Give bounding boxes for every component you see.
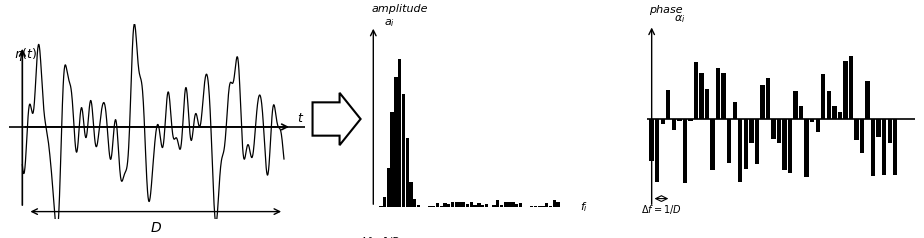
Bar [413, 199, 417, 207]
Bar [511, 202, 515, 207]
Bar [816, 119, 820, 132]
Bar [655, 119, 660, 182]
Bar [496, 200, 499, 207]
Bar [677, 119, 682, 121]
Bar [855, 119, 858, 140]
Bar [722, 73, 726, 119]
Bar [458, 202, 462, 207]
Bar [455, 202, 458, 207]
Bar [788, 119, 792, 173]
Bar [409, 182, 413, 207]
Bar [716, 68, 721, 119]
Bar [766, 78, 770, 119]
Bar [541, 206, 544, 207]
Bar [417, 205, 420, 207]
Bar [466, 204, 469, 207]
Bar [553, 200, 556, 207]
Bar [760, 85, 764, 119]
Text: $D$: $D$ [150, 221, 162, 235]
Bar [688, 119, 693, 121]
Bar [849, 56, 853, 119]
Bar [436, 203, 439, 207]
Bar [694, 62, 699, 119]
Text: $a_i$: $a_i$ [384, 17, 395, 29]
Bar [711, 119, 715, 170]
Bar [772, 119, 775, 139]
Bar [518, 203, 522, 207]
Bar [402, 94, 405, 207]
Bar [391, 112, 394, 207]
Bar [705, 89, 710, 119]
Bar [833, 106, 836, 119]
Bar [387, 168, 390, 207]
Bar [534, 206, 537, 207]
Bar [462, 202, 466, 207]
Bar [860, 119, 864, 153]
Bar [383, 197, 386, 207]
Bar [473, 204, 477, 207]
Bar [515, 203, 518, 207]
Bar [871, 119, 875, 176]
Bar [738, 119, 743, 182]
Bar [699, 74, 704, 119]
Bar [877, 119, 881, 137]
Text: phase: phase [650, 5, 683, 15]
Bar [500, 205, 504, 207]
Bar [866, 80, 869, 119]
Bar [683, 119, 687, 183]
Bar [838, 112, 842, 119]
Bar [744, 119, 748, 169]
Bar [447, 204, 450, 207]
Bar [827, 91, 831, 119]
Bar [428, 206, 432, 207]
Text: $\Delta f = 1/D$: $\Delta f = 1/D$ [360, 235, 401, 238]
Bar [504, 202, 507, 207]
Bar [485, 204, 488, 207]
Bar [549, 206, 553, 207]
Bar [794, 91, 797, 119]
Bar [477, 203, 480, 207]
Bar [469, 202, 473, 207]
Text: $\eta(t)$: $\eta(t)$ [15, 46, 38, 63]
Bar [398, 59, 401, 207]
Bar [432, 206, 435, 207]
Bar [507, 202, 511, 207]
Bar [440, 206, 443, 207]
Bar [395, 77, 397, 207]
Bar [650, 119, 654, 161]
Bar [545, 203, 549, 207]
Bar [810, 119, 814, 122]
Bar [538, 206, 541, 207]
Bar [783, 119, 786, 170]
Text: $\alpha_i$: $\alpha_i$ [674, 13, 685, 25]
Bar [894, 119, 897, 175]
Text: $t$: $t$ [298, 112, 304, 125]
Bar [844, 61, 847, 119]
Bar [727, 119, 732, 163]
Bar [556, 202, 560, 207]
FancyArrow shape [312, 93, 360, 145]
Bar [805, 119, 808, 177]
Text: amplitude: amplitude [371, 4, 428, 14]
Bar [530, 206, 533, 207]
Bar [444, 203, 446, 207]
Bar [882, 119, 886, 175]
Bar [749, 119, 753, 143]
Bar [451, 202, 455, 207]
Bar [492, 205, 495, 207]
Bar [406, 138, 409, 207]
Bar [821, 74, 825, 119]
Bar [733, 102, 737, 119]
Bar [481, 205, 484, 207]
Bar [379, 206, 383, 207]
Bar [666, 90, 671, 119]
Bar [888, 119, 892, 143]
Bar [661, 119, 665, 124]
Bar [777, 119, 781, 143]
Text: $\Delta f = 1/D$: $\Delta f = 1/D$ [641, 203, 682, 216]
Bar [755, 119, 759, 164]
Text: $f_i$: $f_i$ [580, 200, 589, 214]
Bar [799, 106, 803, 119]
Bar [672, 119, 676, 129]
